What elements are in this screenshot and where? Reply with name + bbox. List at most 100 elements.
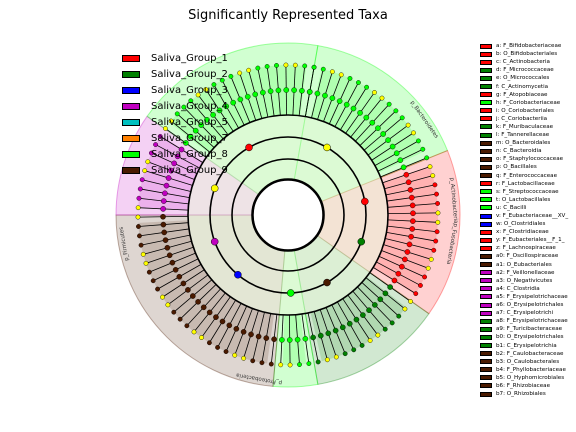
taxa-legend-swatch: [480, 351, 492, 357]
taxon-node: [248, 331, 254, 338]
taxon-node: [338, 72, 344, 78]
taxon-node: [279, 337, 285, 343]
taxon-node: [211, 82, 217, 87]
taxon-node: [138, 242, 144, 248]
taxa-legend-label: c: C_Actinobacteria: [496, 59, 550, 66]
taxa-legend-swatch: [480, 197, 492, 203]
taxon-node: [213, 314, 219, 320]
taxon-node: [363, 114, 370, 121]
taxon-node: [359, 343, 365, 348]
taxa-legend-label: e: O_Micrococcales: [496, 75, 550, 82]
taxon-node: [135, 214, 141, 220]
taxa-legend-swatch: [480, 343, 492, 349]
group-legend-label: Saliva_Group_4: [151, 100, 228, 112]
taxon-node: [416, 138, 421, 144]
taxon-node: [255, 65, 261, 71]
taxon-node: [210, 112, 216, 118]
group-legend-item: Saliva_Group_1: [122, 50, 228, 66]
taxon-node: [434, 191, 439, 197]
taxa-legend-item: a8: F_Erysipelotrichaceae: [480, 317, 568, 325]
branch-arc: [231, 158, 345, 272]
taxa-legend-item: b7: O_Rhizobiales: [480, 390, 568, 398]
group-legend-label: Saliva_Group_8: [151, 148, 228, 160]
taxa-legend-item: y: F_Eubacteriales__F_1_: [480, 236, 568, 244]
taxon-node: [385, 137, 391, 143]
taxa-legend-swatch: [480, 132, 492, 138]
taxon-node: [139, 177, 145, 183]
taxon-node: [294, 336, 301, 343]
taxon-node: [178, 146, 185, 153]
taxa-legend-swatch: [480, 245, 492, 251]
taxon-node: [435, 201, 440, 206]
taxa-legend-item: w: O_Clostridiales: [480, 220, 568, 228]
group-legend-swatch: [122, 118, 140, 126]
taxa-legend-item: a5: F_Erysipelotrichaceae: [480, 293, 568, 301]
taxon-node: [425, 265, 431, 271]
group-legend-item: Saliva_Group_3: [122, 82, 228, 98]
taxon-node: [372, 90, 377, 95]
clade-sector-inner: [169, 65, 307, 154]
taxa-legend-item: a0: F_Oscillospiraceae: [480, 252, 568, 260]
taxon-node: [369, 119, 376, 126]
group-legend-label: Saliva_Group_1: [151, 52, 228, 64]
group-legend-label: Saliva_Group_3: [151, 84, 228, 96]
taxon-node: [278, 362, 284, 368]
taxon-node: [264, 64, 270, 69]
class-node: [210, 237, 219, 246]
taxon-node: [233, 326, 240, 332]
taxon-node: [161, 229, 168, 236]
taxon-node: [409, 226, 416, 232]
taxon-node: [382, 290, 389, 297]
taxon-node: [435, 219, 441, 225]
taxon-node: [195, 92, 201, 98]
taxa-legend-label: b5: O_Hyphomicrobiales: [496, 374, 565, 381]
taxon-node: [190, 293, 196, 299]
taxon-node: [386, 101, 392, 107]
taxa-legend-swatch: [480, 100, 492, 106]
taxon-node: [342, 351, 348, 357]
taxon-node: [162, 190, 168, 197]
taxa-legend-swatch: [480, 367, 492, 373]
taxon-node: [274, 63, 279, 68]
taxon-node: [346, 320, 353, 327]
group-legend-item: Saliva_Group_2: [122, 66, 228, 82]
taxa-legend-label: j: C_Coriobacteriia: [496, 115, 548, 122]
taxon-node: [431, 247, 437, 253]
taxa-legend-swatch: [480, 318, 492, 324]
taxon-node: [403, 171, 410, 178]
taxa-legend-item: q: F_Enterococcaceae: [480, 172, 568, 180]
taxa-legend-item: x: F_Clostridiaceae: [480, 228, 568, 236]
taxon-node: [336, 98, 343, 104]
taxon-node: [433, 238, 439, 244]
taxa-legend-item: c: C_Actinobacteria: [480, 58, 568, 66]
group-legend-item: Saliva_Group_8: [122, 146, 228, 162]
taxa-legend-item: b: O_Bifidobacteriales: [480, 50, 568, 58]
taxa-legend-item: b4: F_Phyllobacteriaceae: [480, 366, 568, 374]
group-legend-label: Saliva_Group_7: [151, 132, 228, 144]
taxon-node: [216, 107, 223, 114]
taxon-node: [163, 182, 170, 189]
taxon-node: [148, 150, 154, 156]
taxa-legend-item: z: F_Lachnospiraceae: [480, 244, 568, 252]
taxon-node: [430, 173, 436, 179]
taxa-legend-item: a4: C_Clostridia: [480, 285, 568, 293]
taxa-legend-label: a1: O_Eubacteriales: [496, 261, 552, 268]
taxa-legend-item: b1: C_Erysipelotrichia: [480, 341, 568, 349]
taxon-node: [259, 360, 265, 366]
class-node: [234, 271, 242, 279]
taxon-node: [315, 359, 321, 365]
taxa-legend-label: v: F_Eubacteriaceae__XV_: [496, 213, 569, 220]
taxon-node: [408, 233, 414, 240]
taxa-legend-label: b1: C_Erysipelotrichia: [496, 342, 557, 349]
class-node: [361, 197, 369, 206]
taxa-legend-label: b: O_Bifidobacteriales: [496, 51, 558, 58]
taxa-legend-swatch: [480, 67, 492, 73]
taxon-node: [382, 326, 388, 332]
taxon-node: [136, 195, 142, 201]
taxa-legend: a: F_Bifidobacteriaceae b: O_Bifidobacter…: [480, 42, 568, 398]
taxon-node: [391, 277, 398, 284]
taxa-legend-label: t: O_Lactobacillales: [496, 196, 551, 203]
taxa-legend-item: j: C_Coriobacteriia: [480, 115, 568, 123]
group-legend-swatch: [122, 70, 140, 78]
taxa-legend-swatch: [480, 375, 492, 381]
